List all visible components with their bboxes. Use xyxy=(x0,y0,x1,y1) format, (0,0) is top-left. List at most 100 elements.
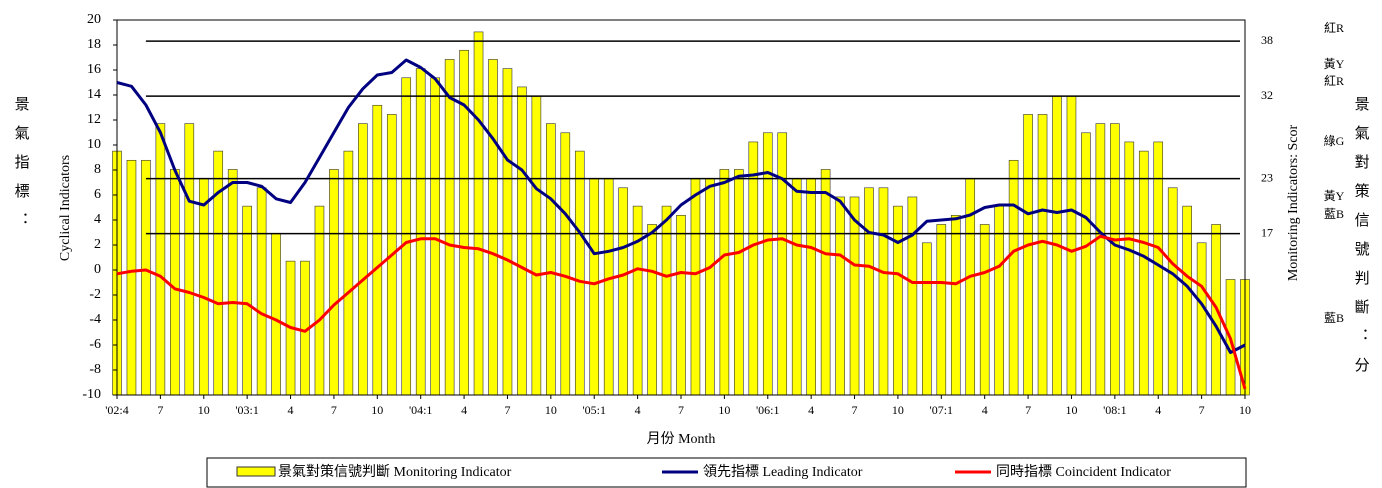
bar xyxy=(979,224,990,396)
y-axis-title-cjk: 景氣指標： xyxy=(13,96,30,241)
y2-tick-label: 38 xyxy=(1261,33,1273,47)
bar xyxy=(155,123,166,396)
y2-axis-title: Monitoring Indicators: Scor xyxy=(1286,125,1301,282)
bar xyxy=(1138,150,1149,396)
bar xyxy=(444,59,455,396)
y-axis-title: Cyclical Indicators xyxy=(58,155,73,261)
bar xyxy=(488,59,498,396)
bar xyxy=(415,68,426,396)
bar xyxy=(1081,132,1091,396)
x-tick-label: 10 xyxy=(892,403,904,417)
y-tick-label: 4 xyxy=(94,212,101,227)
legend-box xyxy=(206,457,1247,488)
x-tick-label: 7 xyxy=(678,403,684,417)
signal-label: 綠G xyxy=(1324,134,1345,148)
x-axis-title: 月份 Month xyxy=(647,431,716,447)
bar xyxy=(1182,205,1192,396)
x-tick-label: 4 xyxy=(1155,403,1161,417)
x-tick-label: 10 xyxy=(545,403,557,417)
bar xyxy=(907,196,918,396)
x-tick-label: 7 xyxy=(852,403,858,417)
y-tick-label: -2 xyxy=(89,287,101,302)
x-tick-label: 10 xyxy=(718,403,730,417)
line xyxy=(116,234,1247,390)
bar xyxy=(719,169,730,396)
legend-label: 同時指標 Coincident Indicator xyxy=(996,464,1171,480)
bar xyxy=(950,214,961,396)
x-tick-label: 10 xyxy=(198,403,210,417)
x-tick-label: '04:1 xyxy=(409,403,433,417)
bar xyxy=(1110,123,1120,396)
bar xyxy=(329,169,339,396)
bar xyxy=(531,95,542,396)
y2-tick-label: 32 xyxy=(1261,88,1273,102)
bar xyxy=(661,205,672,396)
x-tick-label: '06:1 xyxy=(756,403,780,417)
bar xyxy=(864,187,874,396)
bar xyxy=(314,205,325,396)
y-tick-label: 16 xyxy=(87,62,101,77)
y-tick-label: 18 xyxy=(87,37,101,52)
bar xyxy=(647,224,657,396)
bar xyxy=(170,169,180,396)
bar xyxy=(676,214,686,396)
bar xyxy=(227,169,238,396)
bar xyxy=(849,196,860,396)
bar xyxy=(1023,114,1033,396)
x-tick-label: 7 xyxy=(1199,403,1205,417)
y-tick-label: 6 xyxy=(94,187,101,202)
x-tick-label: 10 xyxy=(371,403,383,417)
bar xyxy=(632,205,643,396)
bar xyxy=(965,178,976,396)
bar xyxy=(401,77,412,396)
bar xyxy=(806,178,816,396)
bar xyxy=(1167,187,1178,396)
y2-tick-label: 17 xyxy=(1261,225,1273,239)
bar xyxy=(430,77,440,396)
x-tick-label: 7 xyxy=(1025,403,1031,417)
bar xyxy=(1196,242,1207,396)
x-tick-label: 4 xyxy=(461,403,467,417)
bar xyxy=(878,187,889,396)
x-tick-label: 4 xyxy=(635,403,641,417)
bar xyxy=(560,132,571,396)
bar xyxy=(126,159,137,396)
x-tick-label: '08:1 xyxy=(1103,403,1127,417)
bar xyxy=(922,242,932,396)
bar xyxy=(213,150,224,396)
bar xyxy=(791,178,802,396)
bar xyxy=(1066,95,1077,396)
bar xyxy=(936,224,947,396)
x-tick-label: 4 xyxy=(288,403,294,417)
bar xyxy=(1037,114,1048,396)
bar xyxy=(358,123,368,396)
y-tick-label: 0 xyxy=(94,262,101,277)
y-tick-label: 20 xyxy=(87,12,101,27)
bar xyxy=(271,233,281,396)
bar xyxy=(1124,141,1135,396)
bar xyxy=(835,196,845,396)
bar xyxy=(777,132,788,396)
bar xyxy=(574,150,585,396)
legend-label: 領先指標 Leading Indicator xyxy=(703,463,863,480)
bar xyxy=(690,178,701,396)
y2-axis-title-cjk: 景氣對策信號判斷：分 xyxy=(1353,96,1370,386)
x-tick-label: 7 xyxy=(157,403,163,417)
y-tick-label: 10 xyxy=(87,137,101,152)
bar xyxy=(994,205,1004,396)
signal-label: 紅R xyxy=(1324,74,1344,88)
bar xyxy=(198,178,209,396)
bar xyxy=(473,31,484,396)
legend-label: 景氣對策信號判斷 Monitoring Indicator xyxy=(278,463,512,480)
bar xyxy=(893,205,903,396)
signal-label: 紅R xyxy=(1324,21,1344,35)
x-tick-label: '03:1 xyxy=(235,403,259,417)
y-tick-label: -8 xyxy=(89,362,101,377)
y-tick-label: 12 xyxy=(87,112,101,127)
y-tick-label: -10 xyxy=(82,387,101,402)
signal-label: 藍B xyxy=(1324,311,1344,325)
bar xyxy=(256,187,267,396)
bar xyxy=(517,86,527,396)
bar xyxy=(748,141,759,396)
y2-tick-label: 23 xyxy=(1261,170,1273,184)
